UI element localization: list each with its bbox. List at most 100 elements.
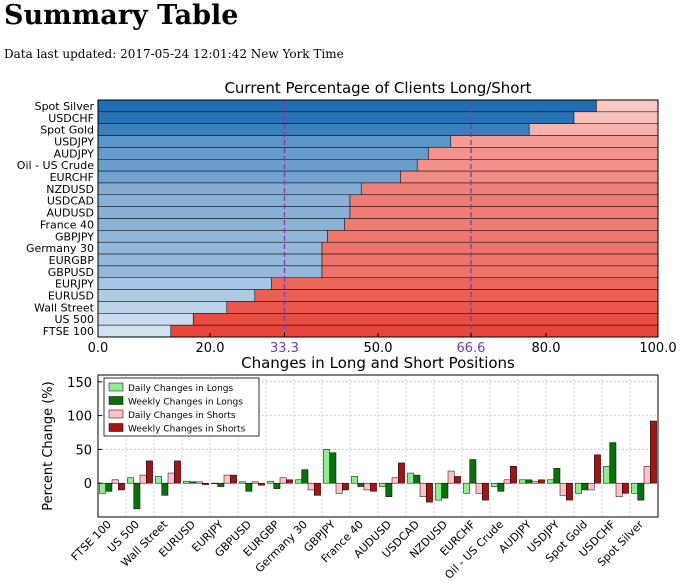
last-updated-text: Data last updated: 2017-05-24 12:01:42 N… <box>4 47 344 61</box>
bar-weekly-changes-in-longs-spot-silver <box>637 482 645 501</box>
short-bar-spot-gold <box>528 123 659 136</box>
legend-swatch-weekly-changes-in-shorts <box>108 423 124 432</box>
y-tick-label: 0 <box>84 477 92 492</box>
long-bar-gbpjpy <box>97 230 328 243</box>
short-bar-audjpy <box>428 147 659 160</box>
bar-weekly-changes-in-longs-audjpy <box>525 479 533 484</box>
category-label-audjpy: AUDJPY <box>54 147 95 160</box>
bar-weekly-changes-in-shorts-usdchf <box>622 482 629 494</box>
bar-daily-changes-in-longs-usdchf <box>603 466 610 484</box>
category-label-wall-street: Wall Street <box>34 301 95 314</box>
bar-daily-changes-in-longs-spot-silver <box>631 482 638 494</box>
bar-daily-changes-in-longs-eurchf <box>463 482 470 494</box>
long-bar-us-500 <box>97 313 194 326</box>
bar-daily-changes-in-shorts-eurchf <box>475 482 483 494</box>
bar-daily-changes-in-shorts-gbpjpy <box>335 482 343 494</box>
bar-weekly-changes-in-shorts-audjpy <box>538 479 545 484</box>
bar-daily-changes-in-longs-germany-30 <box>295 479 302 484</box>
short-bar-us-500 <box>192 313 659 326</box>
short-bar-oil-us-crude <box>416 159 659 172</box>
position-changes-chart: Changes in Long and Short Positions Perce… <box>41 354 659 582</box>
short-bar-germany-30 <box>321 241 659 255</box>
bar-daily-changes-in-shorts-us-500 <box>139 474 147 484</box>
short-bar-nzdusd <box>360 182 659 196</box>
y-tick-label: 100 <box>67 410 92 425</box>
short-bar-gbpusd <box>321 265 659 278</box>
x-tick-label: 33.3 <box>270 341 299 356</box>
x-tick-label: 20.0 <box>196 341 225 356</box>
long-bar-nzdusd <box>97 182 362 196</box>
category-label-eurgbp: EURGBP <box>49 254 95 267</box>
category-label-eurusd: EURUSD <box>48 290 94 303</box>
short-bar-eurjpy <box>271 277 659 290</box>
bar-weekly-changes-in-shorts-ftse-100 <box>118 482 125 491</box>
bar-weekly-changes-in-longs-usdcad <box>413 474 421 484</box>
short-bar-spot-silver <box>596 99 659 113</box>
bar-weekly-changes-in-shorts-germany-30 <box>314 482 321 496</box>
bar-daily-changes-in-shorts-usdjpy <box>559 482 567 496</box>
bar-weekly-changes-in-longs-france-40 <box>357 482 365 487</box>
bar-daily-changes-in-shorts-spot-gold <box>587 482 595 491</box>
bar-weekly-changes-in-shorts-nzdusd <box>454 476 461 484</box>
bar-daily-changes-in-shorts-eurusd <box>195 481 203 484</box>
long-bar-ftse-100 <box>97 324 172 338</box>
bar-daily-changes-in-longs-france-40 <box>351 476 358 484</box>
long-bar-germany-30 <box>97 241 323 255</box>
bar-daily-changes-in-longs-eurgbp <box>267 480 274 484</box>
long-bar-gbpusd <box>97 265 323 278</box>
bar-weekly-changes-in-longs-audusd <box>385 482 393 497</box>
category-label-oil-us-crude: Oil - US Crude <box>17 159 94 172</box>
short-bar-france-40 <box>344 218 659 231</box>
category-label-nzdusd: NZDUSD <box>46 183 94 196</box>
bar-daily-changes-in-shorts-eurjpy <box>223 474 231 484</box>
bar-daily-changes-in-shorts-spot-silver <box>643 466 651 484</box>
bar-weekly-changes-in-longs-eurgbp <box>273 482 281 489</box>
bar-weekly-changes-in-longs-eurchf <box>469 459 477 484</box>
bar-daily-changes-in-longs-ftse-100 <box>99 482 106 494</box>
bar-weekly-changes-in-longs-wall-street <box>161 482 169 496</box>
bar-daily-changes-in-shorts-germany-30 <box>307 482 315 491</box>
bar-weekly-changes-in-longs-nzdusd <box>441 482 449 499</box>
x-tick-label: 0.0 <box>88 341 109 356</box>
bar-daily-changes-in-shorts-wall-street <box>167 472 175 484</box>
x-tick-label: 50.0 <box>364 341 393 356</box>
category-label-spot-gold: Spot Gold <box>40 124 94 137</box>
x-category-label-ftse-100: FTSE 100 <box>69 518 114 563</box>
bar-weekly-changes-in-longs-eurjpy <box>217 482 225 487</box>
bar-weekly-changes-in-shorts-france-40 <box>370 482 377 492</box>
bar-daily-changes-in-shorts-usdchf <box>615 482 623 497</box>
category-label-audusd: AUDUSD <box>46 207 94 220</box>
bar-daily-changes-in-shorts-audjpy <box>531 480 539 484</box>
legend-swatch-daily-changes-in-longs <box>108 382 124 392</box>
legend-label-weekly-changes-in-shorts: Weekly Changes in Shorts <box>128 425 246 435</box>
bar-weekly-changes-in-shorts-usdcad <box>426 482 433 503</box>
x-tick-label: 80.0 <box>532 341 561 356</box>
short-bar-usdjpy <box>450 135 659 148</box>
bar-weekly-changes-in-longs-usdchf <box>609 442 617 484</box>
bar-weekly-changes-in-shorts-eurusd <box>202 482 209 485</box>
bar-daily-changes-in-longs-wall-street <box>155 476 162 484</box>
category-label-france-40: France 40 <box>40 218 94 231</box>
bar-weekly-changes-in-shorts-spot-silver <box>650 420 657 484</box>
long-bar-eurgbp <box>97 253 323 267</box>
long-bar-spot-silver <box>97 99 597 113</box>
bar-weekly-changes-in-longs-gbpjpy <box>329 452 337 484</box>
y-axis-label: Percent Change (%) <box>41 381 56 510</box>
category-label-usdchf: USDCHF <box>48 112 94 125</box>
x-tick-label: 66.6 <box>456 341 485 356</box>
x-tick-label: 100.0 <box>639 341 676 356</box>
long-short-percentage-chart: Current Percentage of Clients Long/Short… <box>17 80 677 356</box>
category-label-usdjpy: USDJPY <box>54 135 94 148</box>
legend-label-weekly-changes-in-longs: Weekly Changes in Longs <box>128 398 243 408</box>
short-bar-wall-street <box>226 301 659 314</box>
bar-weekly-changes-in-shorts-eurchf <box>482 482 489 501</box>
bar-daily-changes-in-shorts-usdcad <box>419 482 427 497</box>
short-bar-eurchf <box>400 170 659 184</box>
bar-daily-changes-in-longs-nzdusd <box>435 482 442 501</box>
category-label-germany-30: Germany 30 <box>26 242 94 255</box>
category-label-gbpusd: GBPUSD <box>48 266 94 279</box>
bar-weekly-changes-in-longs-spot-gold <box>581 482 589 491</box>
bar-weekly-changes-in-longs-eurusd <box>189 481 197 484</box>
y-tick-label: 150 <box>67 376 92 391</box>
bar-weekly-changes-in-shorts-eurgbp <box>286 479 293 484</box>
